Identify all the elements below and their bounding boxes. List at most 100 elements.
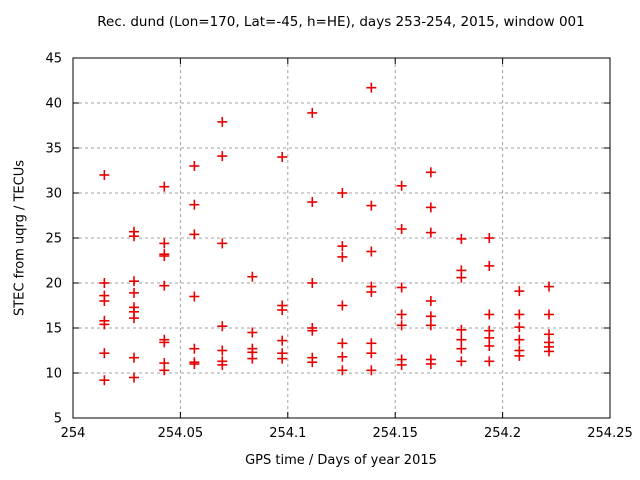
data-point bbox=[217, 359, 228, 370]
data-point bbox=[514, 309, 525, 320]
data-point bbox=[514, 322, 525, 333]
data-point bbox=[514, 286, 525, 297]
data-point bbox=[159, 280, 170, 291]
data-point bbox=[484, 341, 495, 351]
data-point bbox=[484, 260, 495, 271]
y-tick-label: 45 bbox=[45, 52, 62, 67]
data-point bbox=[217, 238, 228, 249]
data-point bbox=[337, 300, 348, 311]
data-point bbox=[99, 375, 110, 386]
data-point bbox=[514, 334, 525, 345]
data-point bbox=[543, 346, 554, 357]
data-point bbox=[189, 291, 200, 302]
data-point bbox=[366, 365, 377, 376]
data-point bbox=[337, 188, 348, 198]
data-point bbox=[99, 348, 110, 359]
data-point bbox=[543, 309, 554, 320]
x-tick-label: 254 bbox=[61, 426, 86, 441]
data-point bbox=[396, 359, 407, 370]
data-point bbox=[484, 309, 495, 320]
data-point bbox=[425, 296, 436, 306]
data-point bbox=[425, 359, 436, 369]
x-tick-label: 254.15 bbox=[372, 426, 418, 441]
data-point bbox=[337, 351, 348, 362]
data-point bbox=[543, 281, 554, 292]
data-point bbox=[277, 305, 288, 315]
data-point bbox=[337, 241, 348, 252]
y-tick-label: 10 bbox=[45, 367, 62, 382]
data-point bbox=[396, 309, 407, 320]
data-point bbox=[99, 278, 110, 288]
data-point bbox=[456, 233, 467, 244]
y-tick-label: 20 bbox=[45, 277, 62, 292]
data-point bbox=[307, 107, 318, 118]
data-point bbox=[366, 287, 377, 297]
y-axis-label: STEC from uqrg / TECUs bbox=[12, 159, 28, 317]
data-point bbox=[159, 238, 170, 249]
data-point bbox=[366, 246, 377, 257]
data-point bbox=[277, 335, 288, 346]
data-point bbox=[337, 251, 348, 262]
chart-title: Rec. dund (Lon=170, Lat=-45, h=HE), days… bbox=[97, 14, 585, 30]
data-point bbox=[366, 200, 377, 211]
data-point bbox=[99, 319, 110, 330]
y-tick-label: 40 bbox=[45, 97, 62, 112]
data-point bbox=[484, 356, 495, 367]
data-point bbox=[159, 365, 170, 376]
x-tick-label: 254.1 bbox=[269, 426, 306, 441]
data-point bbox=[247, 271, 258, 282]
data-point bbox=[277, 152, 288, 162]
data-point bbox=[456, 272, 467, 283]
data-point bbox=[425, 227, 436, 238]
data-point bbox=[129, 313, 140, 324]
data-point bbox=[425, 320, 436, 331]
x-axis-label: GPS time / Days of year 2015 bbox=[245, 453, 437, 468]
data-point bbox=[307, 278, 318, 288]
data-point bbox=[247, 327, 258, 338]
x-tick-label: 254.2 bbox=[484, 426, 521, 441]
data-point bbox=[337, 365, 348, 376]
data-point bbox=[129, 231, 140, 242]
data-point bbox=[189, 199, 200, 210]
y-tick-label: 25 bbox=[45, 232, 62, 247]
y-tick-label: 15 bbox=[45, 322, 62, 337]
data-point bbox=[189, 343, 200, 354]
data-point bbox=[217, 321, 228, 332]
data-point bbox=[217, 345, 228, 356]
data-point bbox=[307, 357, 318, 368]
data-point bbox=[337, 338, 348, 349]
data-point bbox=[425, 167, 436, 178]
data-point bbox=[396, 224, 407, 234]
data-point bbox=[189, 359, 200, 369]
data-point bbox=[425, 202, 436, 213]
data-point bbox=[366, 338, 377, 349]
data-point bbox=[99, 170, 110, 180]
x-tick-label: 254.05 bbox=[158, 426, 204, 441]
data-point bbox=[307, 197, 318, 207]
data-point bbox=[366, 82, 377, 93]
data-point bbox=[99, 296, 110, 306]
data-point bbox=[456, 334, 467, 345]
y-tick-label: 30 bbox=[45, 187, 62, 202]
data-point bbox=[247, 353, 258, 364]
data-point bbox=[484, 233, 495, 243]
data-point bbox=[129, 276, 140, 287]
data-point bbox=[277, 353, 288, 364]
y-tick-label: 5 bbox=[54, 412, 62, 427]
data-point bbox=[396, 320, 407, 331]
data-point bbox=[425, 311, 436, 322]
data-point bbox=[514, 350, 525, 361]
data-point bbox=[396, 180, 407, 191]
data-point bbox=[307, 325, 318, 336]
data-point bbox=[217, 116, 228, 127]
data-point bbox=[159, 337, 170, 348]
x-tick-label: 254.25 bbox=[587, 426, 633, 441]
data-point bbox=[189, 161, 200, 171]
data-point bbox=[366, 348, 377, 359]
data-point bbox=[396, 282, 407, 293]
data-point bbox=[456, 343, 467, 354]
data-point bbox=[129, 287, 140, 298]
data-point bbox=[129, 352, 140, 363]
